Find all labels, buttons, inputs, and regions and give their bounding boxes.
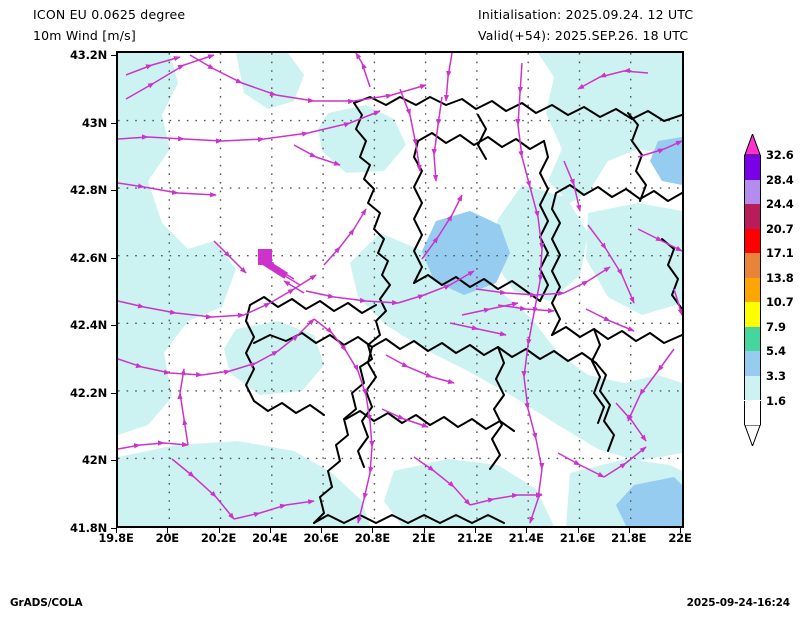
administrative-boundaries [245, 96, 682, 524]
colorbar-label-7-9: 7.9 [766, 319, 786, 334]
colorbar-band-2 [744, 351, 761, 376]
x-axis-tick-3: 20.4E [252, 531, 288, 545]
colorbar-label-28-4: 28.4 [766, 172, 794, 187]
colorbar-label-32-6: 32.6 [766, 148, 794, 162]
y-axis-tick-3: 42.4N [70, 318, 107, 333]
x-axis-tick-9: 21.6E [559, 531, 596, 545]
colorbar-label-13-8: 13.8 [766, 270, 794, 285]
colorbar-band-4 [744, 302, 761, 327]
y-axis-tick-6: 43N [81, 115, 107, 130]
colorbar-label-1-6: 1.6 [766, 393, 786, 408]
colorbar-label-3-3: 3.3 [766, 368, 786, 383]
colorbar-max-arrow [744, 134, 761, 155]
colorbar-label-5-4: 5.4 [766, 344, 786, 359]
colorbar-label-17-1: 17.1 [766, 246, 794, 261]
y-axis-tick-5: 42.8N [70, 183, 107, 198]
colorbar-band-6 [744, 253, 761, 278]
y-axis-tick-0: 41.8N [70, 521, 107, 535]
x-axis-tick-5: 20.8E [354, 531, 391, 545]
x-axis-tick-0: 19.8E [98, 531, 134, 545]
colorbar-band-5 [744, 277, 761, 303]
x-axis-tick-7: 21.2E [457, 531, 493, 545]
colorbar-band-9 [744, 179, 761, 204]
wind-speed-colorbar[interactable]: 32.6 28.4 24.4 20.7 17.1 13.8 10.7 7.9 5… [744, 148, 794, 425]
x-axis-tick-1: 20E [155, 531, 179, 545]
y-axis-tick-4: 42.6N [70, 250, 107, 265]
x-axis-tick-4: 20.6E [303, 531, 339, 545]
wind-streamlines [118, 53, 682, 524]
y-axis-tick-2: 42.2N [70, 385, 107, 400]
x-axis-tick-8: 21.4E [508, 531, 544, 545]
map-plot-area[interactable] [116, 51, 684, 528]
colorbar-label-20-7: 20.7 [766, 221, 794, 236]
colorbar-band-10 [744, 155, 761, 180]
y-axis-tick-7: 43.2N [70, 48, 107, 62]
colorbar-band-8 [744, 204, 761, 229]
valid-time-label: Valid(+54): 2025.SEP.26. 18 UTC [478, 28, 689, 43]
colorbar-band-3 [744, 326, 761, 352]
colorbar-band-1 [744, 375, 761, 401]
y-axis-tick-1: 42N [81, 453, 107, 468]
model-title-line-2: 10m Wind [m/s] [33, 28, 136, 43]
model-title-line-1: ICON EU 0.0625 degree [33, 7, 186, 22]
colorbar-label-24-4: 24.4 [766, 197, 794, 212]
initialisation-label: Initialisation: 2025.09.24. 12 UTC [478, 7, 694, 22]
x-axis-tick-2: 20.2E [200, 531, 237, 545]
x-axis-tick-11: 22E [668, 531, 692, 545]
colorbar-band-0 [744, 400, 761, 425]
footer-timestamp: 2025-09-24-16:24 [686, 597, 790, 609]
colorbar-min-arrow [744, 425, 761, 446]
x-axis-tick-6: 21E [411, 531, 436, 545]
colorbar-band-7 [744, 228, 761, 254]
colorbar-label-10-7: 10.7 [766, 295, 794, 310]
footer-producer: GrADS/COLA [10, 597, 83, 609]
x-axis-tick-10: 21.8E [611, 531, 647, 545]
